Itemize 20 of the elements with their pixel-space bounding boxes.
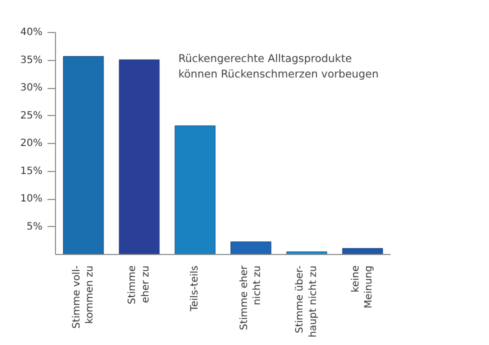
y-tick-label: 40%	[20, 27, 43, 38]
x-tick-label: Stimme eher nicht zu	[238, 264, 264, 330]
x-tick-label: Stimme eher zu	[127, 265, 152, 304]
x-tick-label: Stimme voll- kommen zu	[71, 265, 96, 329]
y-tick-label: 25%	[20, 110, 43, 122]
x-tick-label: Teils-teils	[190, 265, 201, 312]
y-tick-label: 35%	[20, 54, 43, 66]
y-tick-label: 5%	[26, 221, 43, 232]
y-tick-label: 10%	[20, 194, 43, 204]
y-tick-label: 20%	[20, 138, 43, 149]
bar	[342, 248, 383, 254]
bar	[118, 59, 160, 254]
bar	[63, 56, 104, 254]
text: Rückengerechte Alltagsprodukte können Rückenschmerzen vorbeugen	[178, 52, 379, 81]
bar	[174, 125, 216, 254]
bar	[230, 241, 272, 254]
x-tick-label: keine Meinung	[350, 265, 375, 308]
y-tick-label: 15%	[20, 166, 43, 177]
y-tick-label: 30%	[20, 82, 43, 94]
x-tick-label: Stimme über- haupt nicht zu	[294, 265, 319, 338]
